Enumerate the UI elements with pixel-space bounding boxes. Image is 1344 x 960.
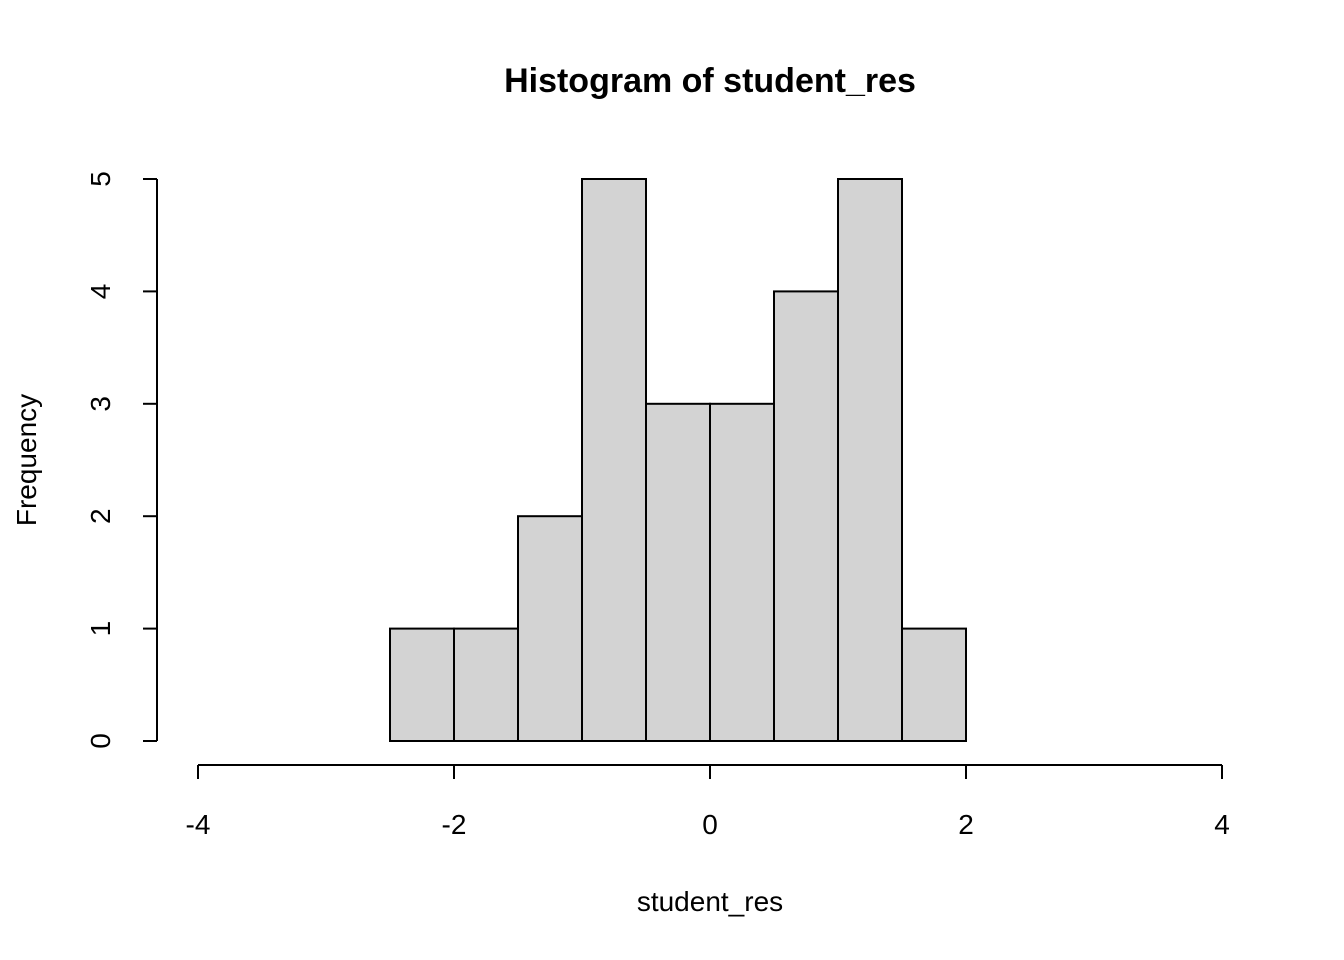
histogram-bar bbox=[581, 178, 647, 742]
x-tick-label: 0 bbox=[702, 809, 718, 840]
histogram-bar bbox=[517, 515, 583, 743]
y-tick-label: 5 bbox=[85, 171, 116, 187]
y-axis: 0 1 2 3 4 5 bbox=[85, 171, 158, 749]
y-axis-label: Frequency bbox=[11, 394, 42, 526]
histogram-bar bbox=[709, 402, 775, 742]
x-tick-label: -2 bbox=[442, 809, 467, 840]
y-tick-label: 3 bbox=[85, 396, 116, 412]
bars-group bbox=[389, 178, 967, 743]
histogram-bar bbox=[645, 402, 711, 742]
y-tick-label: 2 bbox=[85, 508, 116, 524]
x-tick-label: 4 bbox=[1214, 809, 1230, 840]
x-axis: -4 -2 0 2 4 bbox=[186, 764, 1230, 840]
histogram-bar bbox=[837, 178, 903, 742]
histogram-bar bbox=[453, 627, 519, 742]
x-tick-label: -4 bbox=[186, 809, 211, 840]
y-tick-label: 0 bbox=[85, 733, 116, 749]
histogram-bar bbox=[389, 627, 455, 742]
y-tick-label: 1 bbox=[85, 621, 116, 637]
histogram-bar bbox=[773, 290, 839, 742]
histogram-bar bbox=[901, 627, 967, 742]
y-tick-label: 4 bbox=[85, 284, 116, 300]
chart-title: Histogram of student_res bbox=[504, 62, 916, 100]
x-axis-label: student_res bbox=[637, 886, 783, 917]
x-tick-label: 2 bbox=[958, 809, 974, 840]
